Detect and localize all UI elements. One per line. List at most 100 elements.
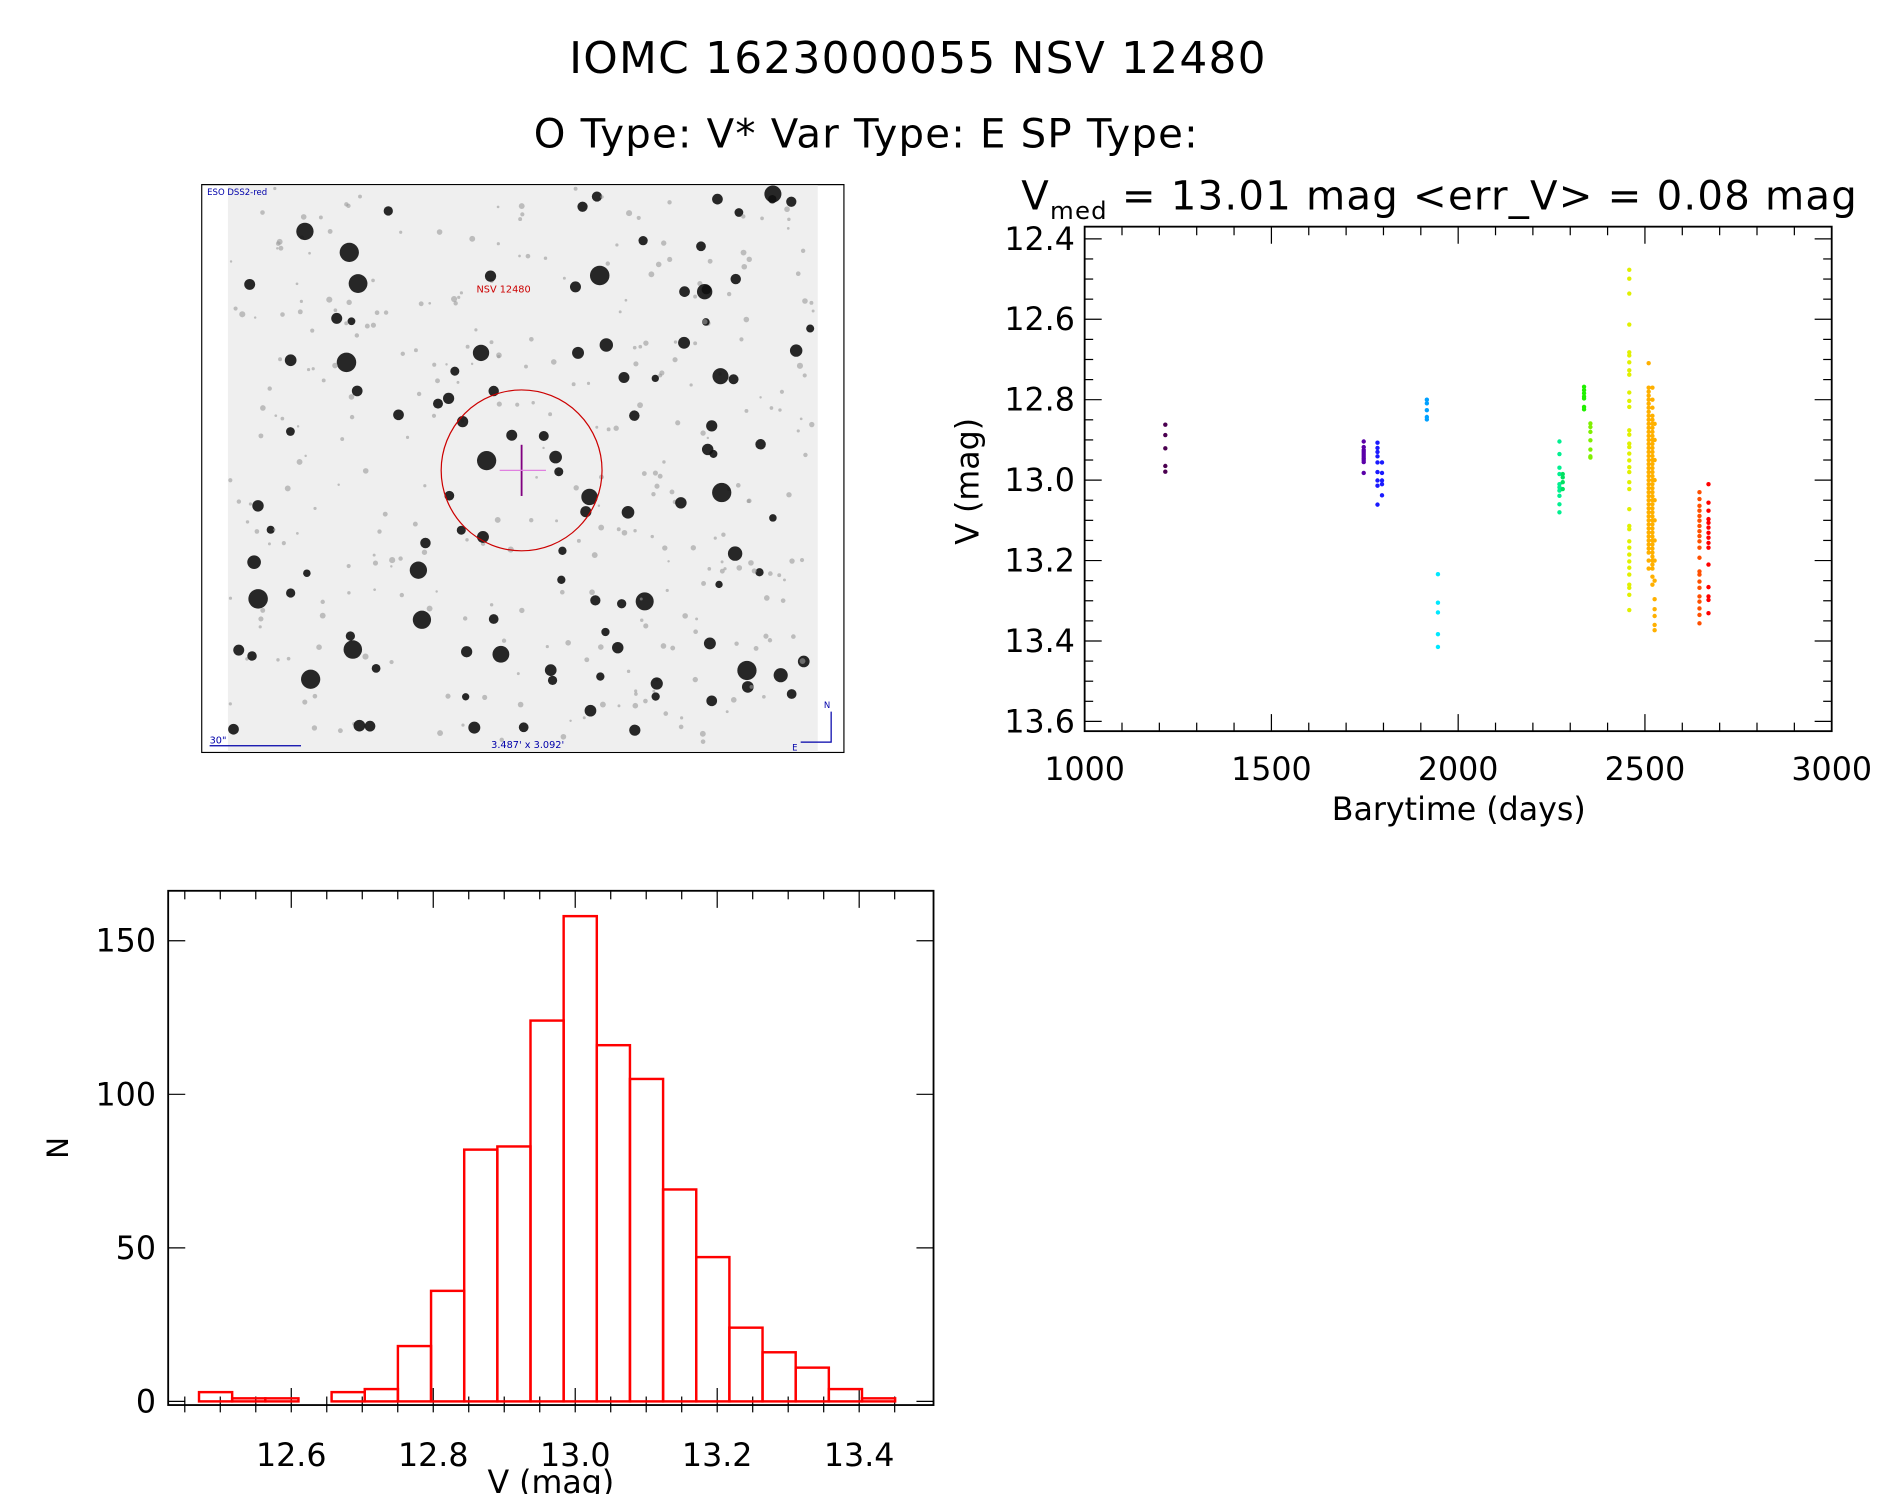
star	[516, 672, 520, 676]
star	[346, 563, 351, 569]
star	[281, 541, 286, 546]
star	[244, 278, 256, 290]
star	[482, 694, 488, 700]
star	[786, 227, 790, 230]
star	[550, 359, 557, 365]
data-point	[1646, 409, 1651, 414]
star	[637, 402, 643, 409]
data-point	[1581, 391, 1587, 396]
data-point	[1650, 489, 1655, 495]
data-point	[1646, 566, 1651, 571]
data-point	[1706, 584, 1711, 590]
vmed-symbol: V	[1021, 171, 1051, 220]
data-point	[1557, 465, 1562, 470]
star	[409, 561, 428, 579]
star	[719, 568, 725, 574]
data-point	[1375, 440, 1380, 445]
data-point	[1163, 463, 1168, 469]
data-point	[1646, 389, 1651, 394]
data-point	[1627, 458, 1632, 463]
star	[635, 592, 654, 611]
star	[286, 656, 291, 661]
north-label: N	[824, 701, 830, 711]
data-point	[1646, 441, 1651, 447]
star	[364, 720, 376, 732]
data-point	[1706, 611, 1711, 616]
star	[560, 733, 567, 740]
data-point	[1163, 446, 1168, 451]
star	[412, 521, 418, 527]
data-point	[1627, 291, 1632, 296]
star	[701, 581, 706, 586]
star	[296, 425, 300, 428]
star	[675, 497, 687, 509]
star	[638, 236, 648, 246]
data-point	[1697, 555, 1702, 560]
data-point	[1650, 582, 1655, 587]
data-point	[1627, 552, 1632, 557]
data-point	[1650, 469, 1655, 475]
star	[650, 677, 663, 690]
star	[383, 310, 389, 315]
star	[709, 449, 718, 458]
star	[506, 429, 518, 441]
data-point	[1650, 494, 1655, 499]
star	[333, 308, 338, 313]
compass-arrows	[800, 711, 832, 743]
y-tick-label: 150	[96, 924, 156, 960]
star	[426, 605, 433, 612]
star	[548, 412, 553, 417]
star	[612, 641, 624, 654]
data-point	[1375, 445, 1380, 451]
star	[326, 296, 333, 303]
light-curve-xlabel: Barytime (days)	[1332, 792, 1586, 828]
star	[349, 414, 355, 420]
star	[400, 351, 405, 356]
data-point	[1646, 413, 1651, 418]
data-point	[1627, 451, 1632, 456]
star	[767, 638, 773, 643]
star	[787, 217, 791, 222]
data-point	[1581, 396, 1587, 401]
data-point	[1435, 631, 1441, 637]
star	[286, 588, 296, 598]
data-point	[1627, 592, 1632, 597]
star	[296, 532, 299, 535]
star	[769, 406, 774, 410]
star	[535, 475, 538, 479]
star	[374, 310, 380, 316]
data-point	[1588, 438, 1593, 443]
star	[632, 702, 639, 709]
data-point	[1627, 559, 1632, 564]
star	[319, 612, 326, 619]
data-point	[1697, 545, 1702, 550]
y-tick-label: 12.4	[1004, 222, 1075, 258]
star	[518, 217, 523, 222]
star	[340, 437, 345, 442]
star	[590, 595, 601, 606]
data-point	[1650, 550, 1655, 555]
data-point	[1652, 596, 1657, 602]
data-point	[1652, 477, 1657, 483]
star	[252, 500, 264, 512]
data-point	[1627, 322, 1632, 327]
data-point	[1581, 384, 1587, 389]
data-point	[1627, 398, 1632, 404]
data-point	[1646, 530, 1651, 535]
data-point	[1652, 622, 1657, 628]
data-point	[1557, 510, 1562, 515]
star	[228, 702, 232, 706]
star	[626, 669, 631, 674]
star	[267, 386, 272, 391]
star	[420, 537, 431, 549]
data-point	[1646, 514, 1651, 519]
data-point	[1650, 453, 1655, 459]
star	[796, 362, 804, 369]
data-point	[1627, 444, 1632, 450]
star	[347, 317, 356, 326]
star	[421, 549, 428, 555]
star	[254, 529, 260, 534]
data-point	[1650, 481, 1655, 487]
data-point	[1627, 267, 1632, 272]
histogram-xlabel: V (mag)	[487, 1465, 614, 1494]
